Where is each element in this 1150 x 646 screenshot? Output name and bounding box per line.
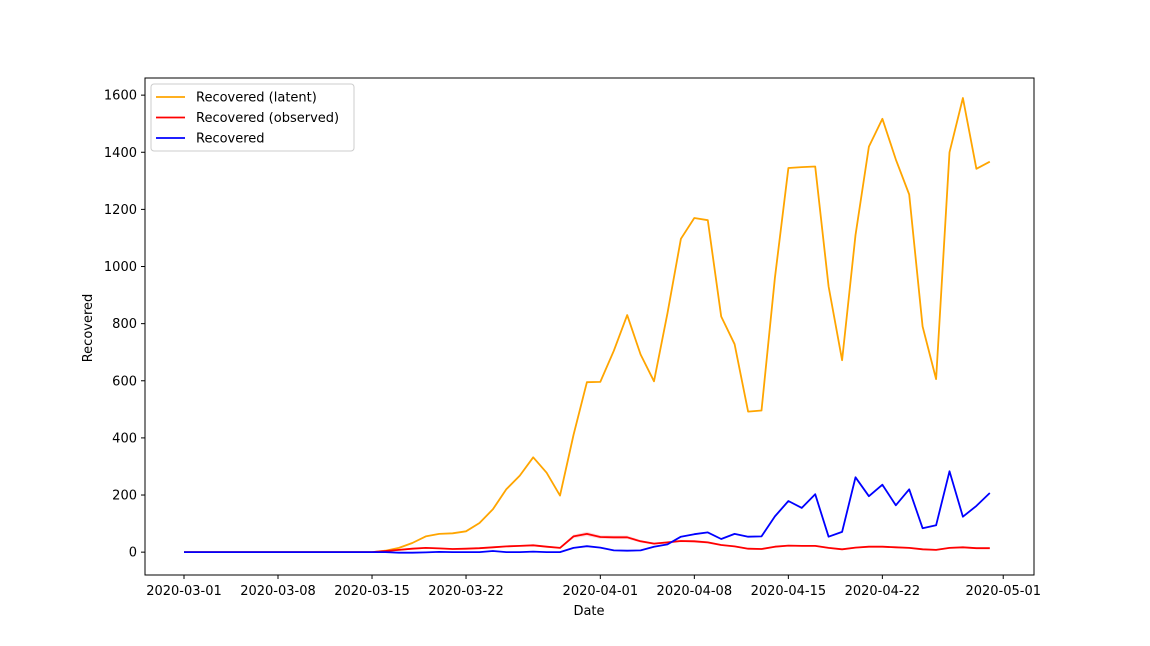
x-axis: 2020-03-01 2020-03-08 2020-03-15 2020-03-22… xyxy=(146,575,1041,599)
y-tick-label: 0 xyxy=(129,546,137,561)
x-tick-label: 2020-03-01 xyxy=(146,584,222,599)
y-axis-label: Recovered xyxy=(81,294,96,363)
y-axis: 0 200 400 600 800 1000 1200 1400 1600 xyxy=(104,89,145,561)
series-line-1 xyxy=(184,533,990,553)
x-axis-label: Date xyxy=(573,604,604,619)
y-tick-label: 1600 xyxy=(104,89,137,104)
legend-label-1: Recovered (observed) xyxy=(196,111,339,126)
x-tick-label: 2020-04-01 xyxy=(563,584,639,599)
series-line-0 xyxy=(184,97,991,553)
series-line-2 xyxy=(184,470,991,554)
x-tick-label: 2020-04-15 xyxy=(751,584,827,599)
y-tick-label: 200 xyxy=(112,489,137,504)
y-tick-label: 600 xyxy=(112,374,137,389)
legend: Recovered (latent) Recovered (observed) Re… xyxy=(150,83,355,152)
y-tick-label: 400 xyxy=(112,431,137,446)
plot-area xyxy=(184,97,991,554)
y-tick-label: 1200 xyxy=(104,203,137,218)
plot-frame xyxy=(144,77,1035,576)
x-tick-label: 2020-04-08 xyxy=(657,584,733,599)
y-tick-label: 800 xyxy=(112,317,137,332)
x-tick-label: 2020-03-22 xyxy=(428,584,504,599)
x-tick-label: 2020-03-08 xyxy=(240,584,316,599)
x-tick-label: 2020-05-01 xyxy=(965,584,1041,599)
legend-label-2: Recovered xyxy=(196,132,265,147)
x-tick-label: 2020-03-15 xyxy=(334,584,410,599)
x-tick-label: 2020-04-22 xyxy=(845,584,921,599)
legend-label-0: Recovered (latent) xyxy=(196,91,317,106)
y-tick-label: 1000 xyxy=(104,260,137,275)
legend-box xyxy=(150,83,355,152)
series-band-1 xyxy=(184,531,990,553)
y-tick-label: 1400 xyxy=(104,146,137,161)
